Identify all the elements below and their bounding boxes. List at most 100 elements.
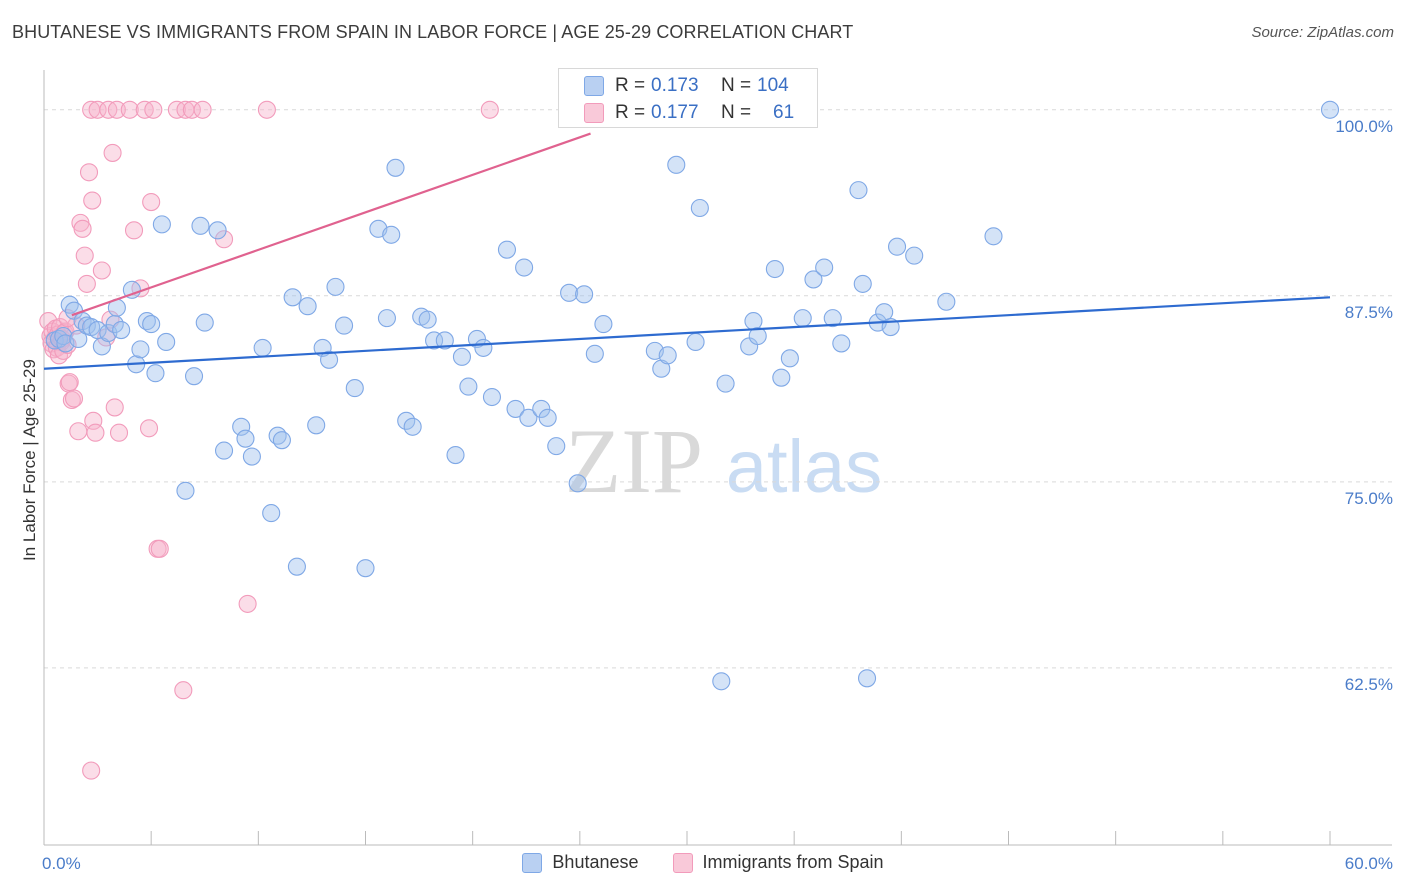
bhutanese-point [519, 408, 538, 427]
legend-item-bhutanese[interactable]: Bhutanese [522, 852, 639, 873]
spain-point [142, 192, 161, 212]
spain-point [107, 100, 126, 119]
bhutanese-point [905, 246, 924, 265]
bhutanese-point [875, 303, 894, 322]
legend-swatch-blue [522, 852, 543, 873]
bhutanese-point [823, 309, 842, 328]
bhutanese-point [152, 215, 171, 234]
r-value: 0.177 [651, 102, 699, 123]
bhutanese-point [253, 338, 272, 357]
bhutanese-point [849, 181, 868, 200]
bhutanese-point [744, 312, 763, 331]
series-immigrants-from-spain [39, 100, 499, 780]
spain-point [88, 100, 107, 119]
bhutanese-point [712, 672, 731, 691]
spain-point [39, 312, 58, 331]
spain-point [150, 539, 169, 558]
spain-point [139, 419, 159, 438]
bhutanese-point [765, 259, 784, 279]
bhutanese-point [793, 309, 812, 328]
bhutanese-point [780, 349, 799, 368]
spain-point [144, 100, 163, 119]
legend-item-immigrants-from-spain[interactable]: Immigrants from Spain [672, 852, 884, 873]
bhutanese-point [1320, 100, 1340, 119]
spain-point [174, 681, 193, 700]
bhutanese-point [667, 155, 686, 174]
bhutanese-point [272, 431, 291, 450]
bhutanese-point [690, 198, 709, 218]
spain-point [75, 246, 94, 265]
legend-swatch-pink [672, 852, 693, 873]
spain-point [109, 423, 129, 442]
bhutanese-point [377, 309, 396, 328]
spain-point [92, 261, 111, 280]
spain-point [82, 761, 101, 780]
bhutanese-point [425, 331, 444, 350]
bhutanese-point [418, 310, 437, 329]
bhutanese-point [515, 258, 534, 277]
spain-point [120, 100, 139, 119]
spain-point [60, 373, 79, 392]
bhutanese-point [716, 374, 735, 393]
bhutanese-point [214, 441, 234, 460]
bhutanese-point [287, 557, 306, 576]
source-label: Source: ZipAtlas.com [1251, 24, 1394, 41]
watermark-atlas: atlas [726, 425, 882, 508]
bhutanese-point [54, 326, 73, 346]
spain-point [69, 422, 88, 441]
bhutanese-point [208, 221, 227, 240]
bhutanese-point [191, 216, 210, 235]
bhutanese-point [547, 437, 566, 456]
bhutanese-point [686, 332, 705, 351]
spain-point [83, 191, 102, 210]
bhutanese-point [482, 387, 502, 407]
bhutanese-point [307, 416, 326, 435]
trendline-immigrants-from-spain [71, 132, 591, 317]
legend-label-bhutanese: Bhutanese [552, 852, 639, 872]
watermark: ZIP atlas [565, 410, 882, 512]
bhutanese-point [815, 258, 834, 277]
bhutanese-point [506, 399, 525, 418]
bhutanese-point [298, 297, 317, 316]
spain-point [257, 100, 276, 119]
bhutanese-point [335, 316, 354, 335]
bhutanese-point [452, 347, 472, 366]
bhutanese-point [459, 377, 478, 396]
bhutanese-point [262, 504, 281, 523]
n-label: N = [721, 75, 752, 96]
bhutanese-point [467, 329, 487, 349]
y-tick-label: 75.0% [1345, 489, 1393, 508]
bhutanese-point [112, 320, 131, 340]
bhutanese-point [937, 292, 956, 311]
r-value: 0.173 [651, 75, 699, 96]
bhutanese-point [804, 270, 823, 289]
spain-point [124, 221, 144, 240]
y-tick-label: 62.5% [1345, 675, 1393, 694]
r-label: R = [615, 102, 646, 123]
bhutanese-point [474, 338, 493, 357]
y-tick-label: 87.5% [1345, 303, 1393, 322]
bhutanese-point [345, 379, 364, 398]
n-label: N = [721, 102, 752, 123]
spain-point [214, 230, 234, 249]
spain-point [105, 398, 124, 417]
bhutanese-point [184, 367, 204, 386]
spain-point [480, 100, 499, 119]
spain-point [182, 100, 201, 119]
bottom-legend: Bhutanese Immigrants from Spain [0, 852, 1406, 873]
spain-point [77, 274, 96, 293]
legend-swatch-blue [584, 76, 604, 96]
bhutanese-point [356, 559, 375, 578]
bhutanese-point [146, 364, 165, 383]
bhutanese-point [560, 283, 579, 302]
x-tick-label-left: 0.0% [42, 854, 81, 873]
spain-point [79, 163, 99, 182]
watermark-zip: ZIP [565, 410, 703, 512]
bhutanese-point [772, 368, 791, 387]
bhutanese-point [176, 481, 195, 500]
bhutanese-point [283, 288, 302, 307]
spain-point [64, 389, 84, 408]
stats-legend-box: R = 0.173 N = 104 R = 0.177 N = 61 [558, 68, 818, 128]
bhutanese-point [131, 340, 150, 359]
